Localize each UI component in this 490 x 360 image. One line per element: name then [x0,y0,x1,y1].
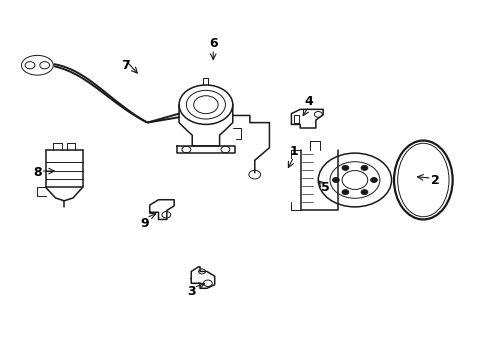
Circle shape [361,190,368,195]
Circle shape [332,177,339,183]
Text: 8: 8 [33,166,42,179]
Text: 6: 6 [209,37,218,50]
Circle shape [361,165,368,170]
Text: 3: 3 [187,285,196,298]
Circle shape [342,190,349,195]
Circle shape [342,165,349,170]
Text: 2: 2 [431,174,440,186]
Text: 7: 7 [121,59,130,72]
Text: 5: 5 [321,181,330,194]
Text: 1: 1 [290,145,298,158]
Circle shape [370,177,377,183]
Text: 4: 4 [304,95,313,108]
Text: 9: 9 [141,216,149,230]
